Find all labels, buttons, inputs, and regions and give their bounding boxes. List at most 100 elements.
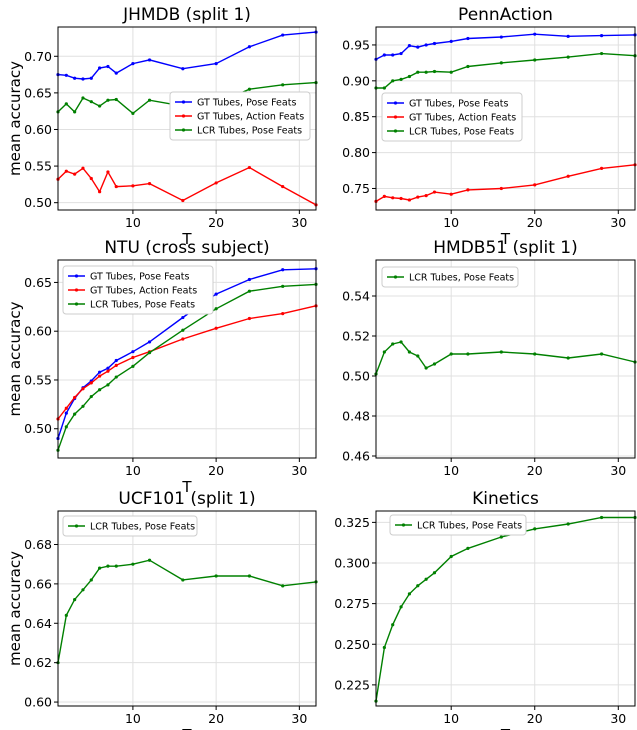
data-point xyxy=(566,356,570,360)
y-tick-label: 0.325 xyxy=(334,515,370,530)
y-tick-label: 0.95 xyxy=(342,37,370,52)
data-point xyxy=(424,70,428,74)
data-point xyxy=(399,605,403,609)
y-tick-label: 0.60 xyxy=(24,324,52,339)
x-axis-label: T xyxy=(181,478,192,496)
data-point xyxy=(391,623,395,627)
y-tick-label: 0.300 xyxy=(334,556,370,571)
data-point xyxy=(499,535,503,539)
data-point xyxy=(214,181,218,185)
data-point xyxy=(81,387,85,391)
data-point xyxy=(533,32,537,36)
data-point xyxy=(499,61,503,65)
x-tick-label: 30 xyxy=(291,711,307,726)
data-point xyxy=(73,395,77,400)
data-point xyxy=(89,176,93,181)
data-point xyxy=(89,76,93,80)
data-point xyxy=(147,558,152,562)
data-point xyxy=(247,277,252,282)
data-point xyxy=(98,104,102,108)
chart-panel-6: 10 20 30 0.225 0.250 0.275 0.300 0.325 Kinetics T… xyxy=(334,489,637,730)
legend-label: GT Tubes, Pose Feats xyxy=(197,98,296,109)
data-point xyxy=(114,358,118,363)
y-tick-label: 0.68 xyxy=(24,537,52,552)
legend: LCR Tubes, Pose Feats xyxy=(381,266,519,288)
data-point xyxy=(416,45,420,49)
y-tick-label: 0.50 xyxy=(24,195,52,210)
data-point xyxy=(281,83,285,87)
legend-marker xyxy=(393,129,398,133)
x-tick-label: 30 xyxy=(610,463,626,478)
data-point xyxy=(399,340,403,344)
x-tick-label: 10 xyxy=(125,463,141,478)
axes-frame xyxy=(375,26,636,211)
data-point xyxy=(399,196,403,201)
data-point xyxy=(181,328,185,332)
legend-box xyxy=(169,91,311,141)
y-tick-label: 0.65 xyxy=(24,85,52,100)
y-tick-label: 0.60 xyxy=(24,122,52,137)
y-tick-label: 0.50 xyxy=(342,369,370,384)
x-tick-label: 20 xyxy=(527,711,543,726)
data-point xyxy=(407,74,412,79)
legend-label: GT Tubes, Action Feats xyxy=(90,286,197,297)
data-point xyxy=(566,34,570,38)
legend-box xyxy=(62,265,214,315)
data-point xyxy=(73,598,77,602)
y-tick-label: 0.250 xyxy=(334,637,370,652)
data-point xyxy=(106,170,110,174)
data-point xyxy=(466,64,470,69)
data-point xyxy=(499,35,503,39)
data-point xyxy=(391,53,395,57)
legend-marker xyxy=(393,101,398,105)
legend-label: GT Tubes, Pose Feats xyxy=(90,272,189,283)
y-tick-label: 0.64 xyxy=(24,616,52,631)
x-tick-label: 20 xyxy=(208,711,224,726)
data-point xyxy=(106,98,110,102)
data-point xyxy=(81,77,85,81)
legend-label: GT Tubes, Action Feats xyxy=(409,113,516,124)
y-tick-label: 0.52 xyxy=(342,329,370,344)
chart-title: UCF101 (split 1) xyxy=(118,489,255,509)
data-point xyxy=(466,36,470,41)
legend-label: GT Tubes, Pose Feats xyxy=(409,99,508,110)
data-point xyxy=(399,77,403,81)
y-tick-label: 0.90 xyxy=(342,73,370,88)
data-point xyxy=(98,374,102,378)
x-axis-label: T xyxy=(181,726,192,730)
data-point xyxy=(89,394,93,399)
data-point xyxy=(106,564,110,568)
data-point xyxy=(533,527,537,531)
data-point xyxy=(382,86,386,90)
chart-panel-1: 10 20 30 0.50 0.55 0.60 0.65 0.70 JHMDB (split 1… xyxy=(6,5,318,248)
data-point xyxy=(214,574,218,578)
axes-frame xyxy=(57,259,317,459)
legend-label: LCR Tubes, Pose Feats xyxy=(409,273,514,284)
data-point xyxy=(147,98,152,102)
data-point xyxy=(281,184,285,189)
legend-box xyxy=(389,514,527,536)
data-point xyxy=(64,169,68,173)
chart-title: Kinetics xyxy=(472,489,539,509)
data-point xyxy=(449,70,453,74)
y-axis-label: mean accuracy xyxy=(6,301,24,416)
legend-box xyxy=(62,515,198,537)
data-point xyxy=(566,55,570,59)
data-point xyxy=(131,562,135,566)
x-tick-label: 30 xyxy=(291,463,307,478)
data-point xyxy=(449,352,453,356)
legend-label: LCR Tubes, Pose Feats xyxy=(409,127,514,138)
data-point xyxy=(281,284,285,288)
data-point xyxy=(533,183,537,187)
plot-area xyxy=(58,511,316,706)
data-point xyxy=(181,67,185,71)
legend: LCR Tubes, Pose Feats xyxy=(62,515,198,537)
legend-marker xyxy=(393,115,398,119)
y-tick-label: 0.62 xyxy=(24,655,52,670)
y-tick-label: 0.65 xyxy=(24,275,52,290)
data-point xyxy=(181,315,185,320)
data-point xyxy=(73,172,77,176)
data-point xyxy=(391,342,395,346)
axes-frame xyxy=(375,259,636,459)
data-point xyxy=(407,44,412,48)
